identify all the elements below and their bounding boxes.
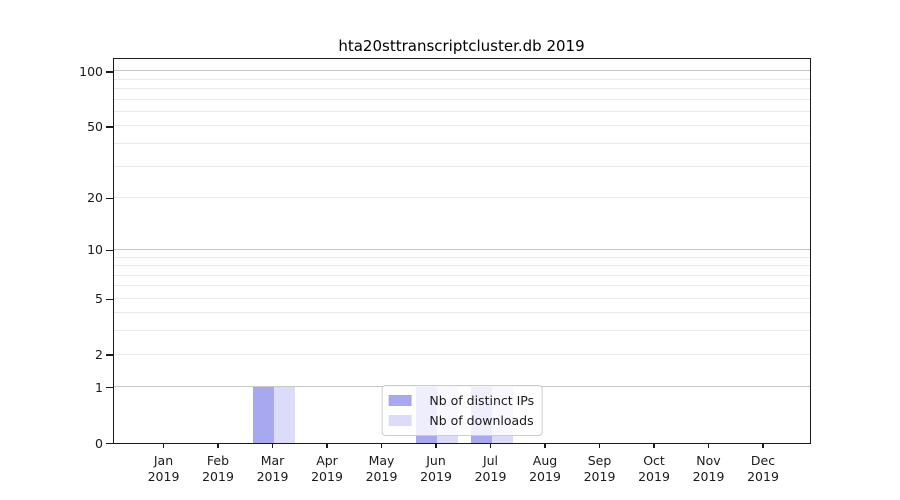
grid-line-60 — [113, 110, 810, 112]
x-tick-feb — [217, 443, 219, 448]
x-tick-label-may: May 2019 — [365, 452, 398, 485]
grid-line-6 — [113, 285, 810, 287]
legend-entry-distinct-ips: Nb of distinct IPs — [388, 392, 534, 409]
legend-swatch-distinct-ips — [388, 395, 412, 406]
legend-label-distinct-ips: Nb of distinct IPs — [429, 393, 535, 408]
grid-line-70 — [113, 98, 810, 100]
y-tick-label-2: 2 — [95, 347, 103, 363]
grid-line-80 — [113, 88, 810, 90]
x-tick-jan — [162, 443, 165, 448]
x-tick-label-nov: Nov 2019 — [692, 452, 725, 485]
y-tick-label-1: 1 — [95, 379, 103, 395]
y-tick-label-20: 20 — [87, 190, 103, 206]
legend-entry-downloads: Nb of downloads — [388, 412, 534, 429]
legend-label-downloads: Nb of downloads — [429, 413, 534, 428]
chart-title: hta20sttranscriptcluster.db 2019 — [338, 37, 585, 55]
y-tick-10 — [106, 249, 113, 252]
grid-line-3 — [113, 330, 810, 332]
x-tick-label-aug: Aug 2019 — [529, 452, 561, 485]
grid-line-9 — [113, 256, 810, 258]
y-tick-label-5: 5 — [95, 291, 103, 307]
y-tick-label-50: 50 — [87, 118, 103, 134]
grid-line-90 — [113, 78, 810, 80]
grid-line-2 — [113, 353, 810, 355]
y-tick-0 — [106, 442, 113, 445]
x-tick-jun — [435, 443, 437, 448]
legend: Nb of distinct IPs Nb of downloads — [381, 385, 543, 436]
grid-line-10 — [113, 248, 810, 250]
x-tick-label-apr: Apr 2019 — [311, 452, 343, 485]
y-tick-label-0: 0 — [95, 435, 103, 451]
y-tick-50 — [106, 126, 113, 128]
x-tick-nov — [707, 443, 710, 448]
y-tick-label-100: 100 — [79, 63, 103, 79]
grid-line-40 — [113, 142, 810, 144]
grid-line-20 — [113, 196, 810, 198]
x-tick-label-feb: Feb 2019 — [202, 452, 234, 485]
y-tick-20 — [106, 197, 113, 199]
y-tick-label-10: 10 — [87, 242, 103, 258]
x-tick-label-jan: Jan 2019 — [147, 452, 180, 485]
y-tick-5 — [106, 298, 113, 300]
x-tick-may — [380, 443, 383, 448]
x-tick-label-dec: Dec 2019 — [747, 452, 779, 485]
x-tick-jul — [489, 443, 492, 448]
grid-line-30 — [113, 165, 810, 167]
x-tick-label-oct: Oct 2019 — [638, 452, 670, 485]
x-tick-sep — [598, 443, 601, 448]
x-tick-apr — [326, 443, 328, 448]
grid-line-100 — [113, 70, 810, 72]
grid-line-8 — [113, 265, 810, 267]
x-tick-mar — [271, 443, 274, 448]
y-tick-1 — [106, 387, 113, 389]
grid-line-7 — [113, 274, 810, 276]
grid-line-50 — [113, 125, 810, 127]
x-tick-label-mar: Mar 2019 — [256, 452, 289, 485]
y-tick-2 — [106, 354, 113, 356]
grid-line-4 — [113, 312, 810, 314]
x-tick-oct — [653, 443, 655, 448]
x-tick-label-sep: Sep 2019 — [583, 452, 616, 485]
bar-mar-downloads — [273, 386, 295, 443]
plot-area: Nb of distinct IPs Nb of downloads — [112, 58, 811, 444]
x-tick-label-jul: Jul 2019 — [474, 452, 507, 485]
x-tick-aug — [544, 443, 546, 448]
legend-swatch-downloads — [388, 415, 412, 426]
x-tick-dec — [762, 443, 764, 448]
y-tick-100 — [106, 71, 113, 73]
x-tick-label-jun: Jun 2019 — [420, 452, 452, 485]
grid-line-5 — [113, 297, 810, 299]
bar-mar-distinct-ips — [252, 386, 274, 443]
